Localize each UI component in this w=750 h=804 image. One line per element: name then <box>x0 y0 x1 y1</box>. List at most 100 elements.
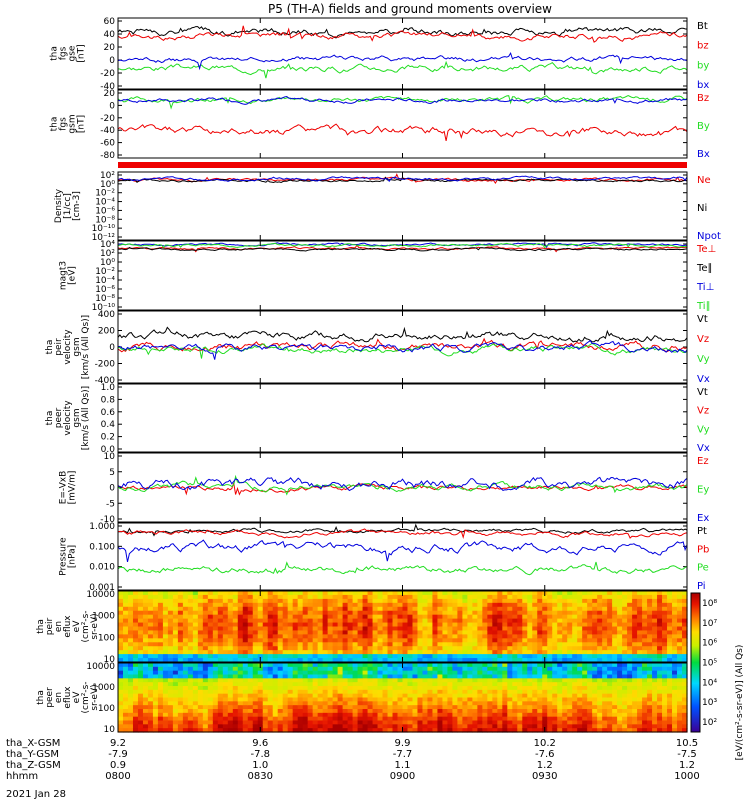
heatmap-cell <box>127 658 134 663</box>
heatmap-cell <box>527 610 533 616</box>
heatmap-cell <box>357 630 364 635</box>
heatmap-cell <box>522 654 528 659</box>
heatmap-cell <box>502 622 508 628</box>
heatmap-cell <box>662 618 668 624</box>
heatmap-cell <box>397 642 404 647</box>
heatmap-cell <box>262 602 269 608</box>
ylabel-line: Pressure <box>59 537 69 576</box>
heatmap-cell <box>467 650 473 655</box>
heatmap-cell <box>172 724 179 729</box>
heatmap-cell <box>197 594 204 600</box>
heatmap-cell <box>242 674 249 679</box>
heatmap-cell <box>182 724 189 729</box>
heatmap-cell <box>387 709 394 714</box>
heatmap-cell <box>277 670 284 676</box>
heatmap-cell <box>637 666 643 672</box>
heatmap-cell <box>582 650 588 655</box>
heatmap-cell <box>617 591 623 596</box>
heatmap-cell <box>277 658 284 663</box>
heatmap-cell <box>552 626 558 632</box>
heatmap-cell <box>222 622 229 628</box>
heatmap-cell <box>287 654 294 659</box>
heatmap-cell <box>277 697 284 702</box>
heatmap-cell <box>237 697 244 702</box>
heatmap-cell <box>647 598 653 604</box>
heatmap-cell <box>557 598 563 604</box>
heatmap-cell <box>442 654 449 659</box>
heatmap-cell <box>562 630 568 635</box>
heatmap-cell <box>652 642 658 647</box>
heatmap-cell <box>412 618 419 624</box>
heatmap-cell <box>317 658 324 663</box>
heatmap-cell <box>527 689 533 695</box>
heatmap-cell <box>577 642 583 647</box>
heatmap-cell <box>322 591 329 596</box>
heatmap-cell <box>142 594 149 600</box>
heatmap-cell <box>347 712 354 718</box>
heatmap-cell <box>602 716 608 722</box>
heatmap-cell <box>118 724 124 729</box>
heatmap-cell <box>642 650 648 655</box>
heatmap-cell <box>187 654 194 659</box>
heatmap-cell <box>432 716 439 722</box>
heatmap-cell <box>647 689 653 695</box>
heatmap-cell <box>442 666 449 672</box>
heatmap-cell <box>527 638 533 643</box>
heatmap-cell <box>637 614 643 620</box>
heatmap-cell <box>622 666 628 672</box>
heatmap-cell <box>347 678 354 683</box>
heatmap-cell <box>387 728 394 733</box>
heatmap-cell <box>162 678 169 683</box>
heatmap-cell <box>182 591 189 596</box>
heatmap-cell <box>422 591 429 596</box>
heatmap-cell <box>267 689 274 695</box>
heatmap-cell <box>302 630 309 635</box>
heatmap-cell <box>147 654 154 659</box>
heatmap-cell <box>317 693 324 699</box>
heatmap-cell <box>647 697 653 702</box>
heatmap-cell <box>252 646 259 651</box>
heatmap-cell <box>417 622 424 628</box>
heatmap-cell <box>587 610 593 616</box>
heatmap-cell <box>312 701 319 706</box>
heatmap-cell <box>277 642 284 647</box>
heatmap-cell <box>212 720 219 725</box>
heatmap-cell <box>407 712 414 718</box>
heatmap-cell <box>232 697 239 702</box>
heatmap-cell <box>467 598 473 604</box>
heatmap-cell <box>407 674 414 679</box>
heatmap-cell <box>307 642 314 647</box>
heatmap-cell <box>522 638 528 643</box>
heatmap-cell <box>647 630 653 635</box>
heatmap-cell <box>602 666 608 672</box>
heatmap-cell <box>482 682 488 687</box>
colorbar-tick-label: 10⁷ <box>702 619 717 629</box>
heatmap-cell <box>492 705 498 710</box>
heatmap-cell <box>637 716 643 722</box>
heatmap-cell <box>302 642 309 647</box>
heatmap-cell <box>177 663 184 668</box>
heatmap-cell <box>462 701 468 706</box>
heatmap-cell <box>182 728 189 733</box>
heatmap-cell <box>287 638 294 643</box>
heatmap-cell <box>482 594 488 600</box>
heatmap-cell <box>667 638 673 643</box>
heatmap-cell <box>302 646 309 651</box>
heatmap-cell <box>672 606 678 612</box>
heatmap-cell <box>592 686 598 691</box>
heatmap-cell <box>562 610 568 616</box>
y-tick-label: 0.2 <box>101 433 115 443</box>
heatmap-cell <box>137 598 144 604</box>
heatmap-cell <box>427 716 434 722</box>
heatmap-cell <box>447 654 454 659</box>
heatmap-cell <box>502 638 508 643</box>
heatmap-cell <box>437 618 444 624</box>
heatmap-cell <box>372 720 379 725</box>
heatmap-cell <box>177 674 184 679</box>
heatmap-cell <box>487 674 493 679</box>
heatmap-cell <box>377 724 384 729</box>
heatmap-cell <box>582 591 588 596</box>
heatmap-cell <box>652 654 658 659</box>
heatmap-cell <box>182 663 189 668</box>
heatmap-cell <box>227 618 234 624</box>
